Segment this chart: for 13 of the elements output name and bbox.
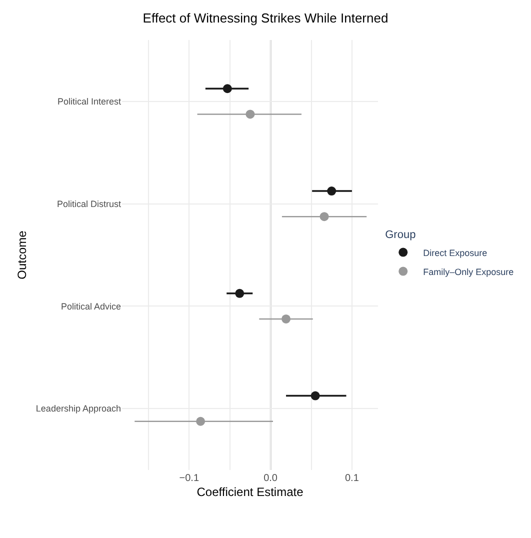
y-tick-label: Leadership Approach	[36, 404, 121, 414]
y-tick-label: Political Advice	[60, 301, 121, 312]
y-tick-label: Political Distrust	[56, 198, 122, 209]
x-tick-label: 0.1	[344, 473, 360, 484]
x-tick-label: 0.0	[264, 473, 278, 484]
legend-label: Family–Only Exposure	[423, 266, 514, 277]
legend-title: Group	[385, 228, 416, 241]
chart-title: Effect of Witnessing Strikes While Interned	[142, 10, 388, 26]
y-axis-title: Outcome	[15, 230, 30, 280]
x-axis-title: Coefficient Estimate	[196, 484, 304, 499]
x-tick-label: −0.1	[179, 473, 200, 484]
legend-label: Direct Exposure	[423, 248, 488, 258]
y-tick-label: Political Interest	[57, 96, 122, 107]
